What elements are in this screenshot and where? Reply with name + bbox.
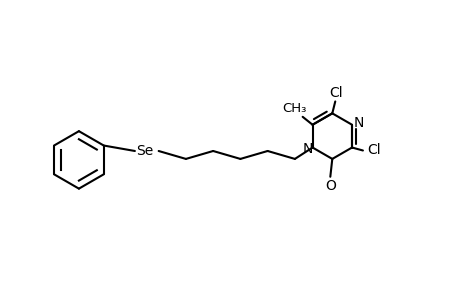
Text: O: O <box>324 179 335 193</box>
Text: Se: Se <box>136 144 153 158</box>
Text: N: N <box>353 116 364 130</box>
Text: CH₃: CH₃ <box>282 102 306 116</box>
Text: Cl: Cl <box>366 143 380 158</box>
Text: Cl: Cl <box>329 85 342 100</box>
Text: N: N <box>302 142 313 155</box>
